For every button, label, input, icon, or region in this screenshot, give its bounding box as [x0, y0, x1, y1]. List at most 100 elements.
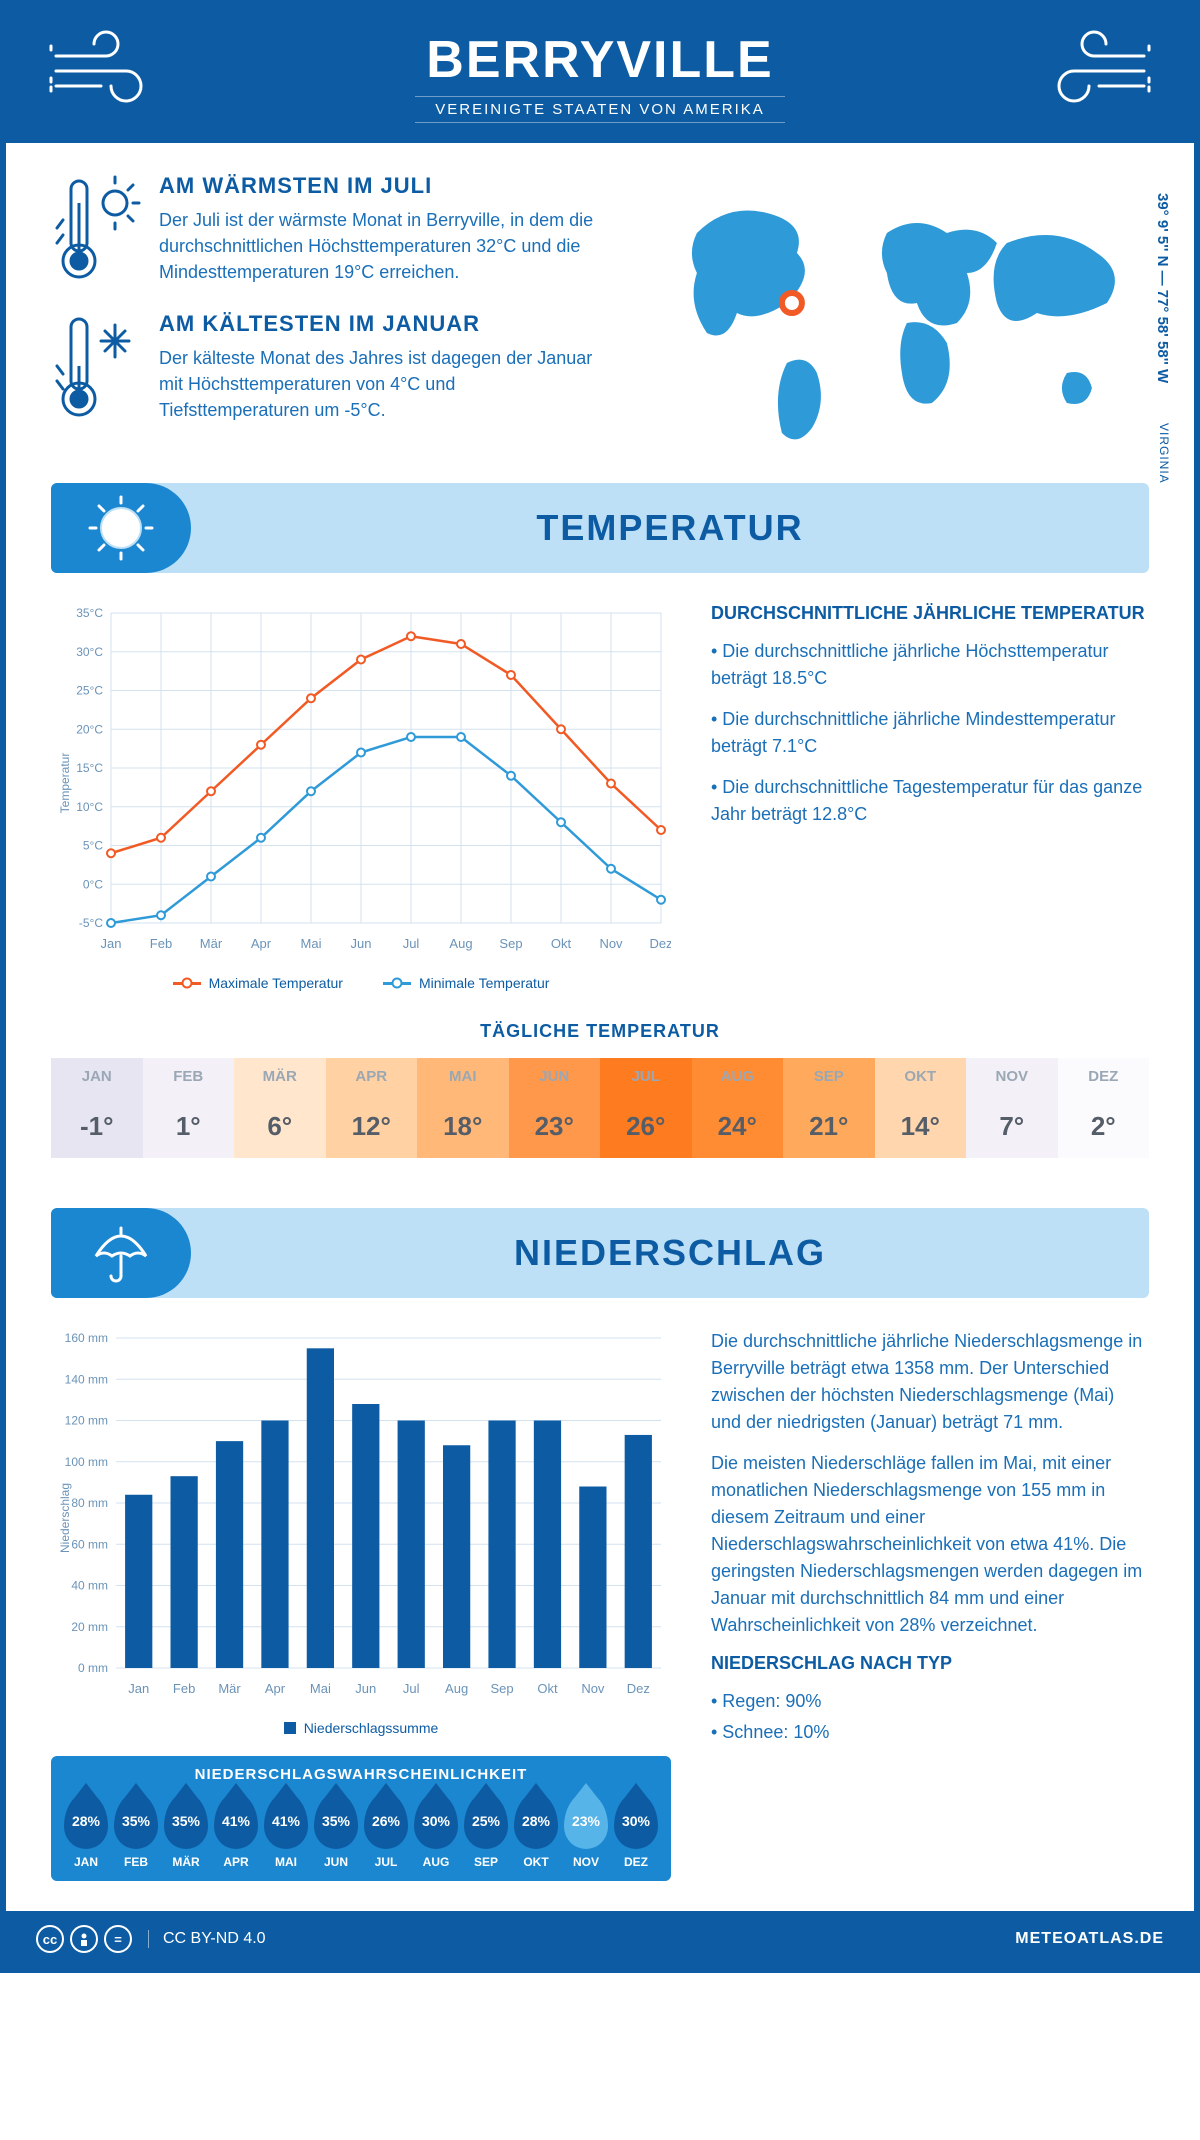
svg-text:Jan: Jan	[101, 936, 122, 951]
svg-text:120 mm: 120 mm	[65, 1414, 108, 1428]
svg-text:Mär: Mär	[200, 936, 223, 951]
daily-temp-value: 18°	[417, 1095, 509, 1158]
svg-text:Mär: Mär	[218, 1681, 241, 1696]
coldest-fact: AM KÄLTESTEN IM JANUAR Der kälteste Mona…	[51, 311, 605, 423]
legend-max: Maximale Temperatur	[209, 975, 343, 991]
daily-month-label: AUG	[692, 1058, 784, 1095]
wind-icon	[46, 26, 166, 106]
precip-prob-drop: 35%MÄR	[163, 1793, 209, 1869]
precip-prob-drop: 35%FEB	[113, 1793, 159, 1869]
svg-text:100 mm: 100 mm	[65, 1455, 108, 1469]
precipitation-heading: NIEDERSCHLAG	[191, 1232, 1149, 1274]
svg-text:Jan: Jan	[128, 1681, 149, 1696]
svg-text:Sep: Sep	[499, 936, 522, 951]
daily-month-label: SEP	[783, 1058, 875, 1095]
daily-month-label: JUL	[600, 1058, 692, 1095]
svg-text:0°C: 0°C	[83, 877, 103, 891]
warmest-text: Der Juli ist der wärmste Monat in Berryv…	[159, 207, 605, 285]
daily-month-label: MÄR	[234, 1058, 326, 1095]
temp-summary-line: • Die durchschnittliche jährliche Höchst…	[711, 638, 1149, 692]
svg-text:Feb: Feb	[150, 936, 172, 951]
temperature-heading: TEMPERATUR	[191, 507, 1149, 549]
nd-icon: =	[104, 1925, 132, 1953]
svg-text:0 mm: 0 mm	[78, 1661, 108, 1675]
svg-text:140 mm: 140 mm	[65, 1372, 108, 1386]
temp-summary-title: DURCHSCHNITTLICHE JÄHRLICHE TEMPERATUR	[711, 603, 1149, 624]
svg-text:20 mm: 20 mm	[71, 1620, 108, 1634]
daily-month-label: DEZ	[1058, 1058, 1150, 1095]
daily-temp-value: 1°	[143, 1095, 235, 1158]
svg-text:5°C: 5°C	[83, 839, 103, 853]
daily-month-label: JAN	[51, 1058, 143, 1095]
svg-text:Mai: Mai	[301, 936, 322, 951]
daily-temp-value: 21°	[783, 1095, 875, 1158]
page-frame: BERRYVILLE VEREINIGTE STAATEN VON AMERIK…	[0, 0, 1200, 1973]
umbrella-icon	[86, 1218, 156, 1288]
daily-temp-heading: TÄGLICHE TEMPERATUR	[51, 1021, 1149, 1042]
svg-text:Temperatur: Temperatur	[58, 753, 72, 814]
country-subtitle: VEREINIGTE STAATEN VON AMERIKA	[415, 96, 785, 123]
daily-temp-value: 24°	[692, 1095, 784, 1158]
daily-month-label: NOV	[966, 1058, 1058, 1095]
daily-month-label: JUN	[509, 1058, 601, 1095]
daily-temp-value: 26°	[600, 1095, 692, 1158]
svg-text:Niederschlag: Niederschlag	[58, 1483, 72, 1553]
daily-month-label: MAI	[417, 1058, 509, 1095]
precip-chart-legend: Niederschlagssumme	[51, 1720, 671, 1736]
svg-text:30°C: 30°C	[76, 645, 103, 659]
precipitation-bar-chart: 0 mm20 mm40 mm60 mm80 mm100 mm120 mm140 …	[51, 1328, 671, 1708]
daily-month-label: FEB	[143, 1058, 235, 1095]
legend-min: Minimale Temperatur	[419, 975, 549, 991]
svg-text:20°C: 20°C	[76, 722, 103, 736]
svg-text:60 mm: 60 mm	[71, 1537, 108, 1551]
footer: cc = CC BY-ND 4.0 METEOATLAS.DE	[6, 1911, 1194, 1967]
precip-prob-drop: 28%OKT	[513, 1793, 559, 1869]
svg-text:35°C: 35°C	[76, 606, 103, 620]
daily-month-label: OKT	[875, 1058, 967, 1095]
svg-text:Jun: Jun	[351, 936, 372, 951]
thermometer-sun-icon	[51, 173, 141, 283]
precip-prob-drop: 25%SEP	[463, 1793, 509, 1869]
precip-bytype-title: NIEDERSCHLAG NACH TYP	[711, 1653, 1149, 1674]
svg-text:15°C: 15°C	[76, 761, 103, 775]
precip-paragraph: Die durchschnittliche jährliche Niedersc…	[711, 1328, 1149, 1436]
sun-icon	[86, 493, 156, 563]
svg-text:Dez: Dez	[649, 936, 671, 951]
svg-text:40 mm: 40 mm	[71, 1579, 108, 1593]
wind-icon	[1034, 26, 1154, 106]
svg-text:Jul: Jul	[403, 1681, 420, 1696]
precip-bytype-line: • Schnee: 10%	[711, 1719, 1149, 1746]
precip-prob-drop: 30%AUG	[413, 1793, 459, 1869]
temperature-banner: TEMPERATUR	[51, 483, 1149, 573]
city-title: BERRYVILLE	[6, 30, 1194, 90]
legend-precip: Niederschlagssumme	[304, 1720, 439, 1736]
precip-prob-drop: 41%MAI	[263, 1793, 309, 1869]
svg-text:Sep: Sep	[490, 1681, 513, 1696]
temp-chart-legend: Maximale Temperatur Minimale Temperatur	[51, 975, 671, 991]
precip-prob-drop: 35%JUN	[313, 1793, 359, 1869]
daily-temp-value: 23°	[509, 1095, 601, 1158]
svg-text:Apr: Apr	[265, 1681, 286, 1696]
location-marker	[782, 293, 802, 313]
world-map	[645, 173, 1149, 453]
precip-prob-drop: 26%JUL	[363, 1793, 409, 1869]
svg-text:-5°C: -5°C	[79, 916, 103, 930]
coordinates: 39° 9' 5'' N — 77° 58' 58'' W	[1154, 193, 1171, 383]
precip-paragraph: Die meisten Niederschläge fallen im Mai,…	[711, 1450, 1149, 1639]
by-icon	[70, 1925, 98, 1953]
svg-text:Jun: Jun	[355, 1681, 376, 1696]
temp-summary-line: • Die durchschnittliche Tagestemperatur …	[711, 774, 1149, 828]
license-block: cc = CC BY-ND 4.0	[36, 1925, 266, 1953]
temperature-line-chart: -5°C 0°C 5°C 10°C 15°C 20°C 25°C 30°C 35°C Jan Feb…	[51, 603, 671, 963]
coldest-text: Der kälteste Monat des Jahres ist dagege…	[159, 345, 605, 423]
svg-text:10°C: 10°C	[76, 800, 103, 814]
svg-text:Aug: Aug	[445, 1681, 468, 1696]
svg-text:Nov: Nov	[581, 1681, 605, 1696]
precip-prob-drop: 28%JAN	[63, 1793, 109, 1869]
precip-prob-drop: 30%DEZ	[613, 1793, 659, 1869]
daily-temp-value: 14°	[875, 1095, 967, 1158]
svg-text:25°C: 25°C	[76, 684, 103, 698]
site-credit: METEOATLAS.DE	[1015, 1930, 1164, 1948]
daily-temp-value: 7°	[966, 1095, 1058, 1158]
temp-summary-line: • Die durchschnittliche jährliche Mindes…	[711, 706, 1149, 760]
